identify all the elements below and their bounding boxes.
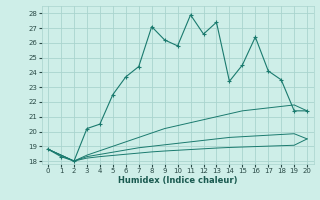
X-axis label: Humidex (Indice chaleur): Humidex (Indice chaleur) (118, 176, 237, 185)
